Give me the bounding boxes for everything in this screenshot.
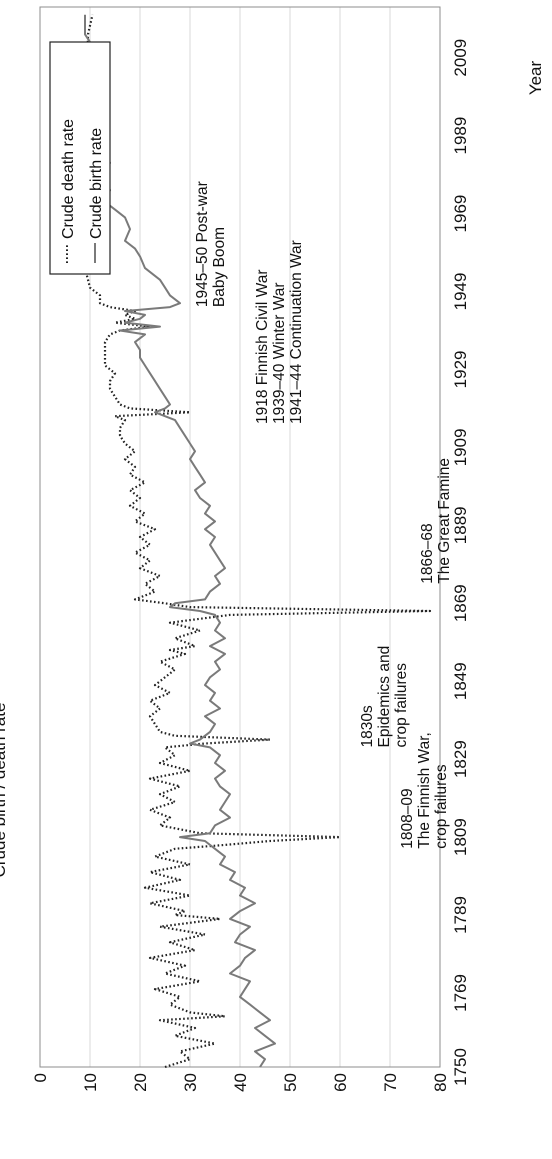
- annotation-line: 1830s: [359, 705, 376, 747]
- legend: Crude death rate Crude birth rate: [49, 41, 111, 275]
- x-tick-label: 1969: [451, 195, 470, 233]
- y-tick-label: 30: [181, 1073, 200, 1092]
- x-tick-label: 1949: [451, 273, 470, 311]
- gridlines: [89, 7, 391, 1067]
- legend-label: Crude birth rate: [88, 128, 105, 239]
- y-tick-label: 60: [331, 1073, 350, 1092]
- annotation-line: Baby Boom: [211, 227, 228, 307]
- annotation-line: 1808–09: [399, 788, 416, 848]
- x-tick-label: 1769: [451, 974, 470, 1012]
- x-tick-label: 1889: [451, 506, 470, 544]
- x-tick-label: 1929: [451, 351, 470, 389]
- annotation-line: crop failures: [393, 663, 410, 748]
- legend-label: Crude death rate: [60, 119, 77, 239]
- y-tick-label: 40: [231, 1073, 250, 1092]
- x-tick-label: 1849: [451, 662, 470, 700]
- x-tick-label: 1789: [451, 896, 470, 934]
- annotation-line: 1866–68: [419, 523, 436, 583]
- year-axis-tick-labels: 1750 1769 1789 1809 1829 1849 1869 1889 1909 1929…: [451, 39, 470, 1086]
- y-tick-label: 0: [31, 1073, 50, 1082]
- birth-rate-line: [84, 14, 276, 1068]
- y-tick-label: 10: [81, 1073, 100, 1092]
- annotation-line: 1945–50 Post-war: [194, 181, 211, 307]
- x-tick-label: 1869: [451, 584, 470, 622]
- x-tick-label: 1809: [451, 818, 470, 856]
- annotation-line: The Great Famine: [436, 458, 453, 584]
- y-tick-label: 70: [381, 1073, 400, 1092]
- x-axis-title: Year: [526, 60, 545, 95]
- y-tick-label: 50: [281, 1073, 300, 1092]
- annotation-line: 1918 Finnish Civil War: [254, 270, 271, 424]
- x-tick-label: 1750: [451, 1048, 470, 1086]
- series-lines: [83, 14, 432, 1069]
- x-tick-label: 1909: [451, 428, 470, 466]
- value-axis-tick-labels: 0 10 20 30 40 50 60 70 80: [31, 1073, 450, 1092]
- legend-box: [49, 41, 111, 275]
- death-rate-line: [83, 14, 432, 1069]
- plot-area-border: [39, 6, 441, 1068]
- event-annotations: 1808–09 The Finnish War, crop failures1830…: [194, 181, 453, 849]
- y-tick-label: 20: [131, 1073, 150, 1092]
- annotation-line: 1941–44 Continuation War: [288, 240, 305, 424]
- annotation-line: The Finnish War,: [416, 732, 433, 849]
- annotation-line: Epidemics and: [376, 646, 393, 748]
- x-tick-label: 2009: [451, 39, 470, 77]
- y-tick-label: 80: [431, 1073, 450, 1092]
- x-tick-label: 1829: [451, 740, 470, 778]
- annotation-line: 1939–40 Winter War: [271, 282, 288, 424]
- y-axis-title: Crude birth / death rate: [0, 703, 9, 878]
- annotation-line: crop failures: [433, 764, 450, 849]
- x-tick-label: 1989: [451, 117, 470, 155]
